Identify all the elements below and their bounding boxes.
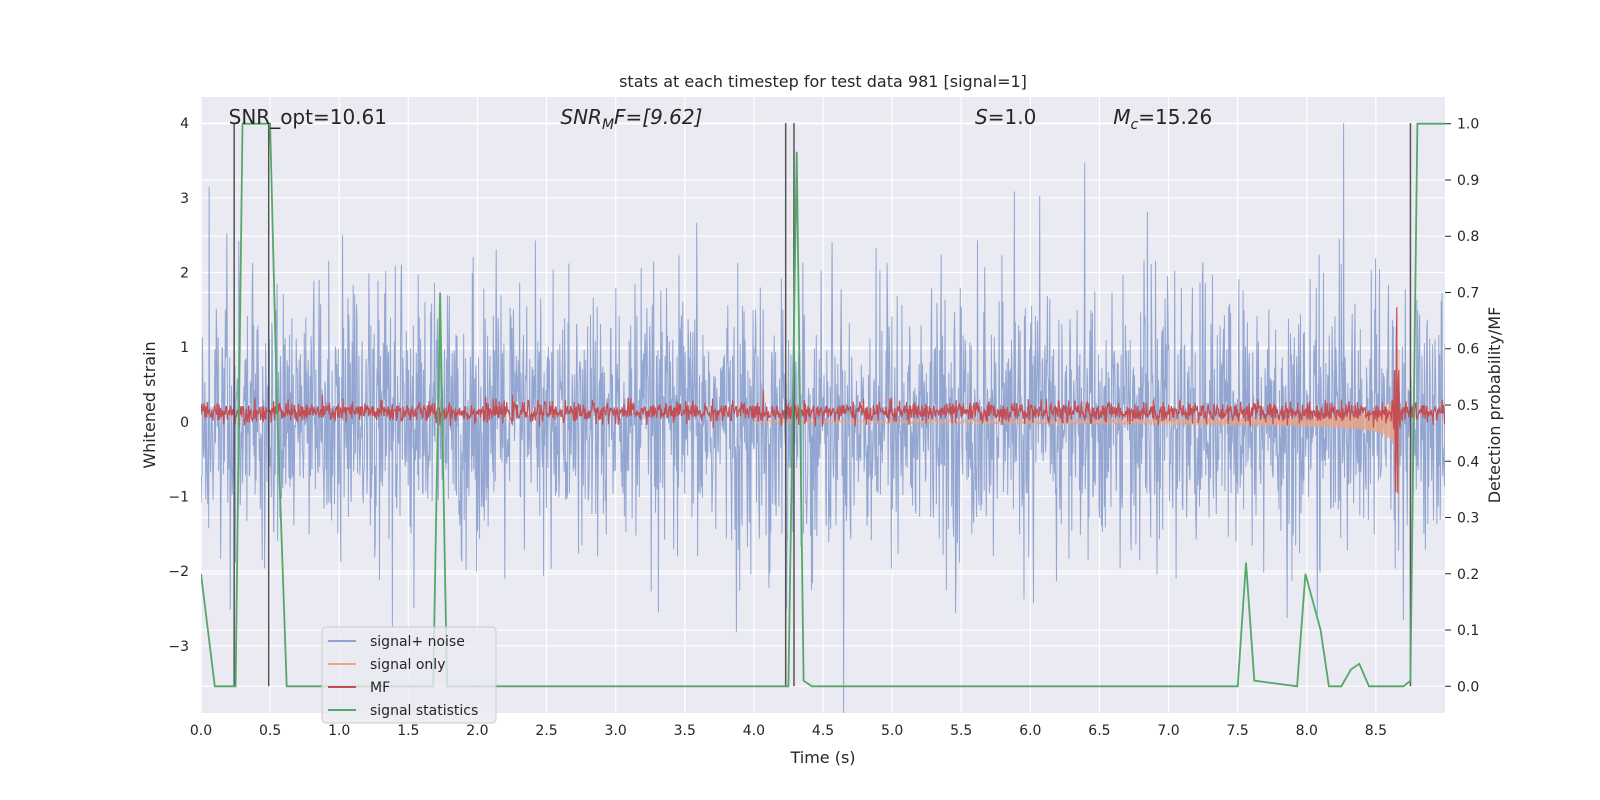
x-tick-label: 3.0 — [605, 723, 627, 739]
y2-tick-label: 0.7 — [1457, 285, 1479, 301]
y2-tick-label: 0.9 — [1457, 173, 1479, 189]
y2-tick-label: 0.2 — [1457, 567, 1479, 583]
series-signal-noise — [201, 123, 1445, 713]
x-tick-label: 1.5 — [397, 723, 419, 739]
chart-title: stats at each timestep for test data 981… — [619, 72, 1027, 91]
legend-label: signal+ noise — [370, 634, 465, 650]
legend-label: signal only — [370, 657, 445, 673]
y-tick-label: 2 — [180, 265, 189, 281]
y2-axis-label: Detection probability/MF — [1485, 307, 1504, 504]
x-tick-label: 2.0 — [466, 723, 488, 739]
axes: 0.0 0.5 1.0 1.5 2.0 2.5 3.0 3.5 4.0 4.5 5.0 5.5 6.0 6… — [168, 116, 1479, 739]
x-tick-label: 4.0 — [743, 723, 765, 739]
y-tick-label: 0 — [180, 415, 189, 431]
x-tick-label: 8.0 — [1296, 723, 1318, 739]
legend-label: MF — [370, 680, 390, 696]
series-signal-only — [753, 349, 1400, 502]
annotation-snr-mf-rest: F=[9.62] — [614, 105, 702, 129]
y2-tick-label: 0.1 — [1457, 623, 1479, 639]
annotation-s: S=1.0 — [975, 105, 1036, 129]
legend-label: signal statistics — [370, 703, 478, 719]
y-tick-label: −1 — [168, 489, 189, 505]
x-tick-label: 1.0 — [328, 723, 350, 739]
x-tick-label: 0.0 — [190, 723, 212, 739]
legend-box — [321, 626, 497, 724]
legend: signal+ noise signal only MF signal statist… — [321, 626, 497, 724]
y2-tick-label: 0.5 — [1457, 398, 1479, 414]
x-tick-label: 7.0 — [1157, 723, 1179, 739]
x-axis-label: Time (s) — [789, 748, 855, 767]
annotation-snr-opt: SNR_opt=10.61 — [229, 105, 387, 129]
annotation-mc-main: M — [1113, 105, 1130, 129]
y-tick-label: −2 — [168, 564, 189, 580]
annotation-s-rest: =1.0 — [988, 105, 1037, 129]
annotation-mc-sub: c — [1131, 117, 1139, 133]
x-tick-label: 5.5 — [950, 723, 972, 739]
annotation-mc: Mc=15.26 — [1113, 105, 1212, 133]
x-tick-label: 2.5 — [535, 723, 557, 739]
y-tick-label: 4 — [180, 116, 189, 132]
y-axis-label: Whitened strain — [140, 341, 159, 468]
annotation-snr-mf: SNRMF=[9.62] — [560, 105, 702, 133]
x-tick-label: 8.5 — [1365, 723, 1387, 739]
y2-tick-label: 0.4 — [1457, 454, 1479, 470]
series-mf — [201, 307, 1445, 494]
series-signal-statistics — [201, 122, 1445, 688]
annotation-snr-mf-main: SNR — [560, 105, 602, 129]
y-tick-label: 1 — [180, 340, 189, 356]
x-tick-label: 4.5 — [812, 723, 834, 739]
y2-tick-label: 0.0 — [1457, 679, 1479, 695]
y2-tick-label: 0.3 — [1457, 511, 1479, 527]
y-tick-label: −3 — [168, 639, 189, 655]
x-tick-label: 6.0 — [1019, 723, 1041, 739]
y-tick-label: 3 — [180, 191, 189, 207]
x-tick-label: 3.5 — [674, 723, 696, 739]
x-tick-label: 6.5 — [1088, 723, 1110, 739]
y2-tick-label: 0.8 — [1457, 229, 1479, 245]
series-layer — [201, 122, 1445, 713]
y2-tick-label: 1.0 — [1457, 117, 1479, 133]
annotation-s-main: S — [975, 105, 988, 129]
x-tick-label: 7.5 — [1227, 723, 1249, 739]
annotation-mc-rest: =15.26 — [1138, 105, 1212, 129]
y2-tick-label: 0.6 — [1457, 342, 1479, 358]
x-tick-label: 5.0 — [881, 723, 903, 739]
x-tick-label: 0.5 — [259, 723, 281, 739]
annotation-snr-mf-sub: M — [602, 117, 614, 133]
